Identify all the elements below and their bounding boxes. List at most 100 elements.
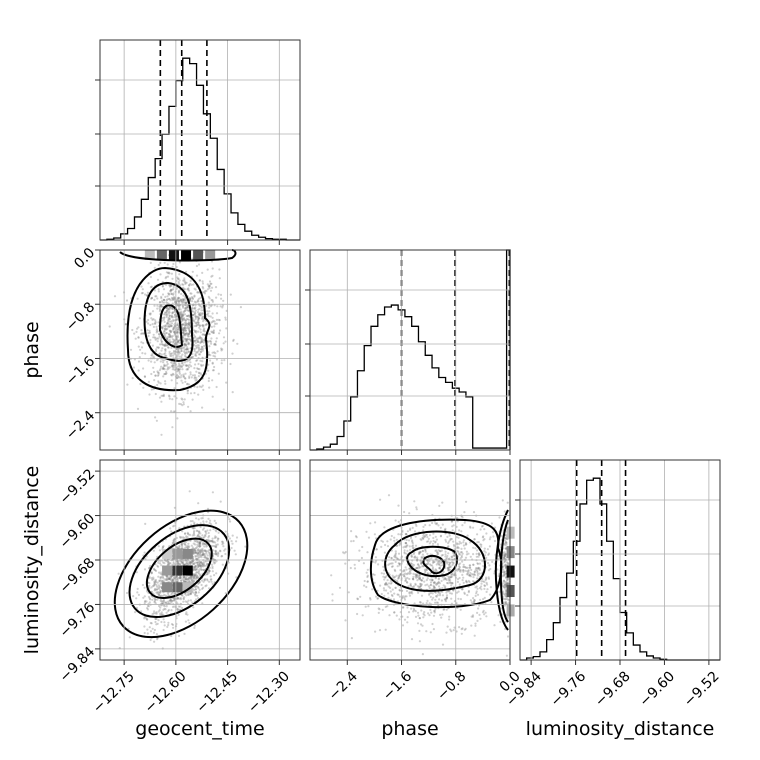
scatter-point — [398, 574, 401, 577]
scatter-point — [211, 362, 214, 365]
scatter-point — [219, 305, 222, 308]
scatter-point — [176, 560, 179, 563]
scatter-point — [215, 322, 218, 325]
scatter-point — [168, 397, 171, 400]
scatter-point — [429, 581, 433, 584]
scatter-point — [429, 572, 432, 575]
scatter-point — [224, 318, 227, 321]
scatter-point — [170, 296, 174, 299]
scatter-point — [152, 578, 155, 581]
scatter-point — [486, 548, 489, 551]
scatter-point — [171, 368, 174, 371]
scatter-point — [384, 543, 387, 547]
scatter-point — [186, 333, 189, 337]
scatter-point — [208, 333, 211, 336]
scatter-point — [159, 301, 162, 304]
scatter-point — [213, 343, 216, 346]
scatter-point — [499, 620, 502, 624]
scatter-point — [164, 354, 167, 357]
scatter-point — [162, 618, 165, 621]
scatter-point — [196, 367, 199, 370]
x-tick-label: −1.6 — [380, 668, 415, 703]
scatter-point — [165, 309, 168, 312]
scatter-point — [176, 330, 179, 334]
scatter-point — [207, 340, 210, 343]
scatter-point — [195, 323, 198, 326]
scatter-point — [165, 328, 168, 331]
y-tick-label: 0.0 — [71, 245, 98, 272]
scatter-point — [167, 621, 170, 624]
scatter-point — [412, 552, 415, 556]
scatter-point — [177, 561, 180, 565]
scatter-point — [177, 289, 181, 292]
scatter-point — [157, 337, 160, 340]
scatter-point — [436, 551, 439, 554]
scatter-point — [196, 548, 199, 552]
scatter-point — [224, 316, 227, 319]
scatter-point — [473, 573, 476, 577]
scatter-point — [168, 318, 171, 321]
scatter-point — [167, 310, 170, 313]
scatter-point — [182, 300, 185, 303]
scatter-point — [202, 328, 205, 331]
scatter-point — [448, 561, 451, 564]
scatter-point — [173, 331, 176, 335]
scatter-point — [201, 282, 205, 285]
scatter-point — [344, 550, 347, 554]
scatter-point — [210, 580, 213, 583]
scatter-point — [154, 295, 157, 298]
scatter-point — [153, 336, 156, 339]
scatter-point — [167, 608, 170, 612]
scatter-point — [198, 313, 201, 316]
scatter-point — [147, 322, 150, 325]
scatter-point — [476, 541, 479, 544]
scatter-point — [216, 537, 220, 540]
scatter-point — [160, 340, 163, 343]
scatter-point — [143, 375, 147, 378]
scatter-point — [350, 540, 353, 543]
scatter-point — [184, 323, 187, 327]
scatter-point — [179, 376, 182, 379]
scatter-point — [163, 621, 166, 624]
scatter-point — [149, 630, 153, 633]
scatter-point — [476, 562, 480, 566]
scatter-point — [480, 543, 483, 547]
scatter-point — [214, 529, 217, 532]
scatter-point — [185, 364, 188, 367]
scatter-point — [187, 322, 190, 325]
scatter-point — [154, 321, 157, 324]
scatter-point — [187, 542, 190, 545]
scatter-point — [193, 300, 196, 303]
scatter-point — [178, 369, 181, 372]
density-cell — [181, 250, 192, 260]
scatter-point — [350, 530, 353, 533]
scatter-point — [181, 305, 184, 308]
scatter-point — [184, 282, 187, 285]
scatter-point — [199, 341, 202, 344]
scatter-point — [220, 349, 223, 352]
scatter-point — [185, 611, 188, 614]
scatter-point — [169, 284, 173, 287]
scatter-point — [168, 308, 171, 311]
scatter-point — [206, 268, 209, 271]
scatter-point — [166, 295, 169, 298]
scatter-point — [387, 494, 391, 497]
scatter-point — [196, 291, 199, 294]
scatter-point — [166, 625, 169, 629]
scatter-point — [225, 327, 228, 330]
scatter-point — [166, 337, 169, 341]
scatter-point — [181, 530, 184, 533]
scatter-point — [198, 353, 202, 356]
scatter-point — [193, 350, 196, 353]
scatter-point — [407, 539, 411, 542]
scatter-point — [131, 377, 134, 380]
scatter-point — [153, 289, 156, 292]
scatter-point — [188, 323, 191, 326]
scatter-point — [171, 365, 174, 369]
scatter-point — [367, 605, 370, 608]
scatter-point — [178, 355, 181, 358]
scatter-point — [218, 277, 221, 280]
scatter-point — [187, 350, 190, 353]
scatter-point — [199, 311, 202, 315]
scatter-point — [211, 379, 214, 382]
